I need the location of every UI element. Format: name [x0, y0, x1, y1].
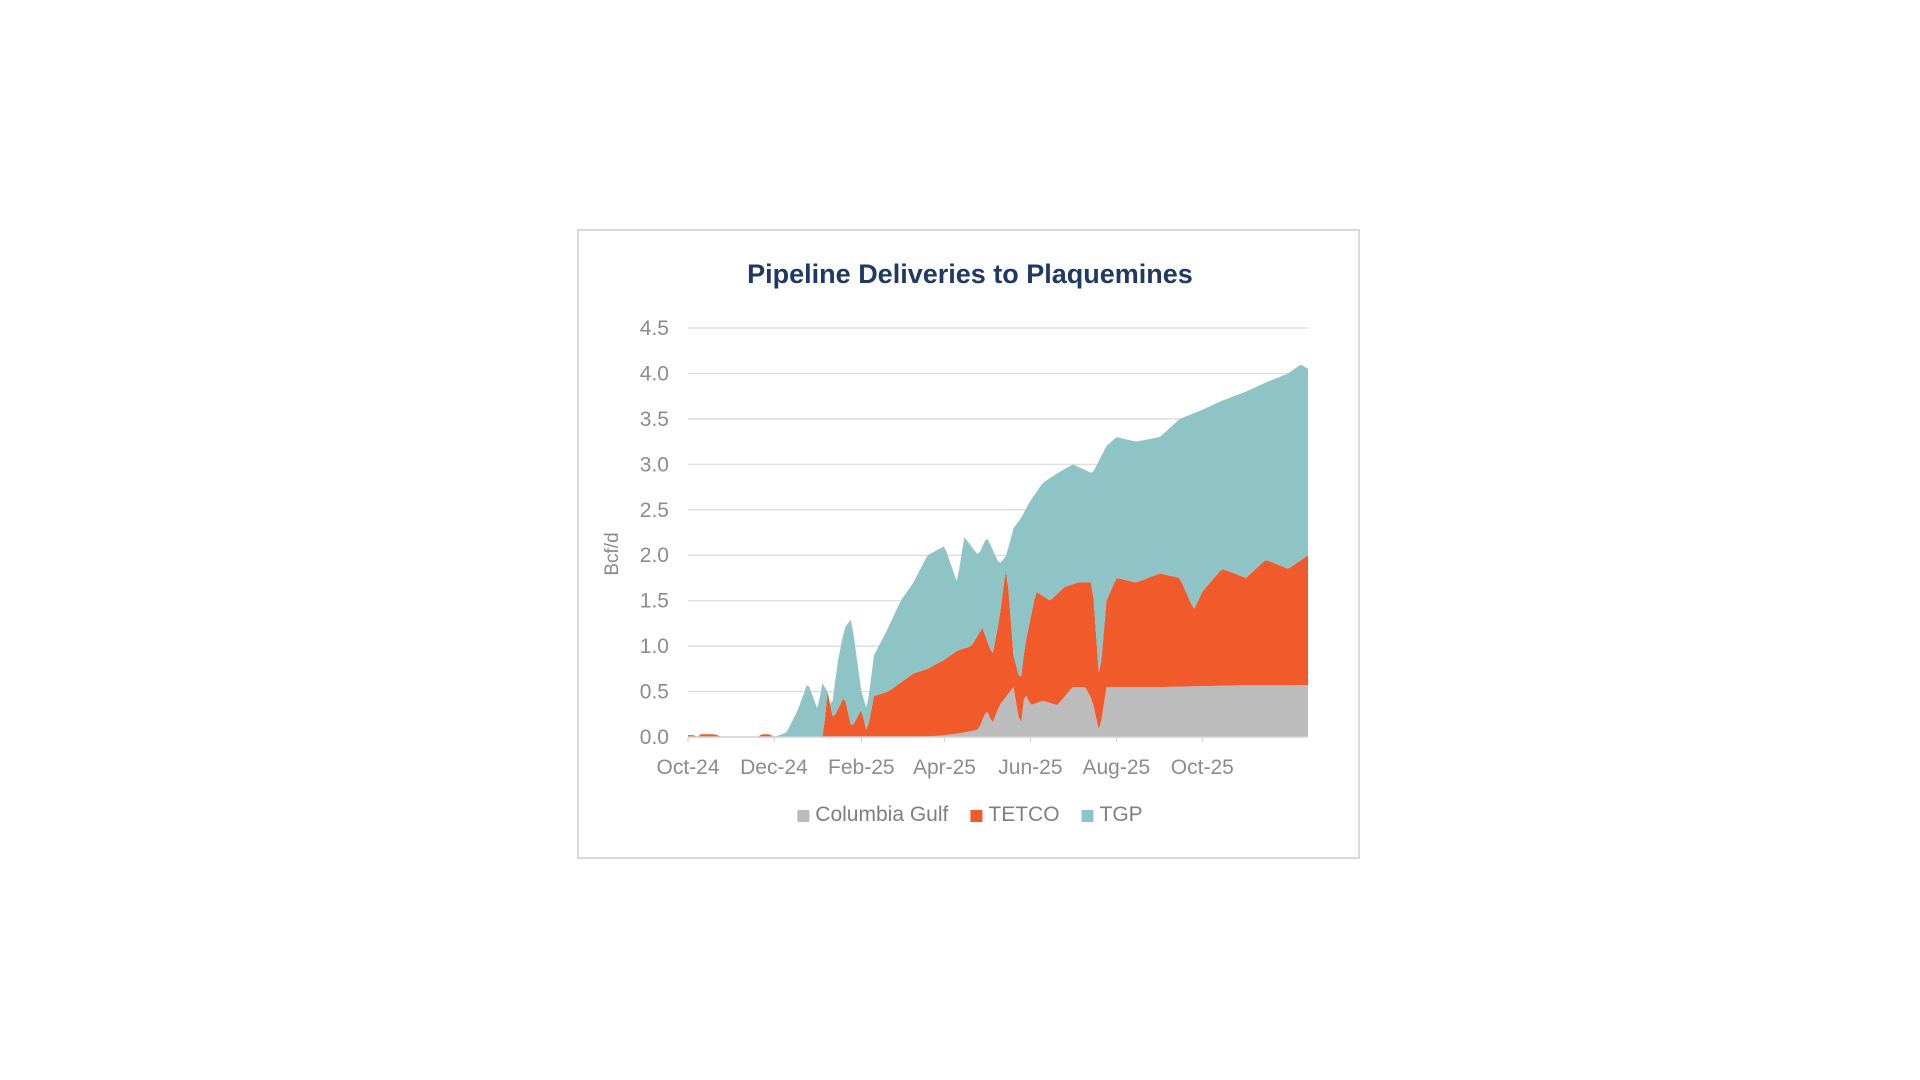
- legend-label: TETCO: [988, 803, 1059, 826]
- y-axis-label: Bcf/d: [602, 532, 623, 575]
- y-tick-label: 3.0: [640, 453, 669, 476]
- y-tick-label: 1.0: [640, 635, 669, 658]
- legend-item: TETCO: [970, 803, 1060, 826]
- legend-label: Columbia Gulf: [815, 803, 948, 826]
- legend-swatch: [797, 810, 810, 822]
- series-area-tgp: [688, 364, 1308, 737]
- y-tick-label: 3.5: [640, 408, 669, 431]
- y-tick-label: 4.0: [640, 362, 669, 385]
- gridlines: [688, 327, 1308, 693]
- y-tick-label: 1.5: [640, 590, 669, 613]
- legend-item: Columbia Gulf: [797, 803, 949, 826]
- x-tick-label: Aug-25: [1083, 756, 1151, 779]
- y-tick-label: 2.5: [640, 499, 669, 522]
- legend-swatch: [1081, 810, 1094, 822]
- series-area-columbia-gulf: [688, 685, 1308, 737]
- chart-frame: Pipeline Deliveries to Plaquemines 0.0 0.…: [577, 229, 1360, 859]
- x-tick-label: Dec-24: [740, 756, 808, 779]
- y-axis-ticks: 0.0 0.5 1.0 1.5 2.0 2.5 3.0 3.5 4.0 4.5: [640, 317, 669, 749]
- y-tick-label: 2.0: [640, 544, 669, 567]
- x-tick-label: Jun-25: [998, 756, 1062, 779]
- chart-title: Pipeline Deliveries to Plaquemines: [747, 259, 1193, 289]
- plot-areas: [688, 364, 1308, 737]
- x-tick-label: Apr-25: [913, 756, 976, 779]
- x-axis-ticks: Oct-24 Dec-24 Feb-25 Apr-25 Jun-25 Aug-25 Oct-…: [656, 737, 1234, 779]
- x-tick-label: Oct-25: [1171, 756, 1234, 779]
- legend-label: TGP: [1100, 803, 1143, 826]
- chart-canvas: Pipeline Deliveries to Plaquemines 0.00.…: [602, 259, 1308, 826]
- y-tick-label: 0.5: [640, 681, 669, 704]
- legend-swatch: [970, 810, 983, 822]
- legend: Columbia Gulf TETCO TGP: [797, 803, 1143, 826]
- x-tick-label: Feb-25: [828, 756, 895, 779]
- x-tick-label: Oct-24: [656, 756, 719, 779]
- y-tick-label: 4.5: [640, 317, 669, 340]
- y-tick-label: 0.0: [640, 726, 669, 749]
- legend-item: TGP: [1081, 803, 1143, 826]
- series-area-tetco: [688, 555, 1308, 737]
